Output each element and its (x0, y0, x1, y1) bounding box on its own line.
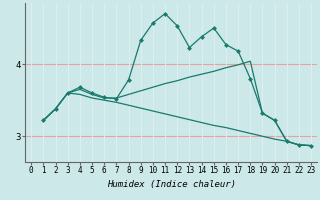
X-axis label: Humidex (Indice chaleur): Humidex (Indice chaleur) (107, 180, 236, 189)
